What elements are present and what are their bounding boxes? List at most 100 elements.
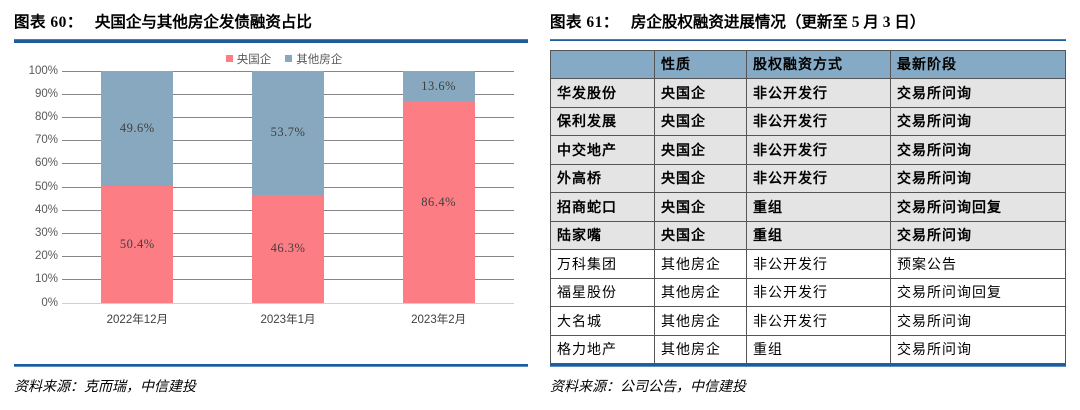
gridline-baseline [62, 302, 514, 304]
table-row[interactable]: 华发股份 央国企 非公开发行 交易所问询 [550, 78, 1066, 108]
right-figure-title: 图表 61： 房企股权融资进展情况（更新至 5 月 3 日） [550, 0, 1066, 31]
cell-type: 央国企 [654, 106, 747, 136]
cell-type: 央国企 [654, 135, 747, 165]
cell-company: 外高桥 [550, 163, 655, 193]
cell-company: 保利发展 [550, 106, 655, 136]
right-source-note: 资料来源：公司公告，中信建投 [550, 380, 746, 395]
table-row[interactable]: 招商蛇口 央国企 重组 交易所问询回复 [550, 192, 1066, 222]
cell-company: 中交地产 [550, 135, 655, 165]
stacked-bar-chart: 央国企 其他房企 100% 90% 80% 70% 60% 50% 40% 30… [14, 47, 528, 365]
legend-swatch-soe [225, 55, 233, 62]
cell-stage: 预案公告 [890, 249, 1066, 279]
y-tick-label: 70% [34, 134, 58, 147]
right-figure-title-text: 房企股权融资进展情况（更新至 5 月 3 日） [630, 14, 926, 31]
cell-company: 格力地产 [550, 334, 655, 364]
left-footer: 资料来源：克而瑞，中信建投 [14, 364, 528, 410]
bar-value-label: 50.4% [119, 236, 155, 251]
cell-method: 非公开发行 [746, 249, 891, 279]
right-title-divider [550, 38, 1066, 41]
right-footer-divider [550, 364, 1066, 367]
bar-value-label: 13.6% [421, 78, 457, 93]
chart-bars: 49.6% 50.4% 53.7% 46.3% [62, 70, 514, 303]
y-tick-label: 50% [34, 180, 58, 193]
left-footer-divider [14, 364, 528, 367]
equity-financing-table: 性质 股权融资方式 最新阶段 华发股份 央国企 非公开发行 交易所问询 保利发展… [550, 49, 1066, 365]
cell-company: 福星股份 [550, 277, 655, 307]
table-row[interactable]: 中交地产 央国企 非公开发行 交易所问询 [550, 135, 1066, 165]
right-figure-number: 图表 61： [550, 14, 619, 31]
cell-company: 万科集团 [550, 249, 655, 279]
bar-segment-soe[interactable]: 46.3% [251, 195, 324, 303]
left-source-note: 资料来源：克而瑞，中信建投 [14, 380, 196, 395]
cell-type: 其他房企 [654, 306, 747, 336]
x-axis-labels: 2022年12月 2023年1月 2023年2月 [62, 311, 514, 327]
left-figure-number: 图表 60： [14, 14, 83, 31]
cell-method: 非公开发行 [746, 306, 891, 336]
cell-type: 其他房企 [654, 277, 747, 307]
y-tick-label: 90% [34, 87, 58, 100]
table-row[interactable]: 格力地产 其他房企 重组 交易所问询 [550, 334, 1066, 364]
bar-segment-other[interactable]: 13.6% [402, 70, 475, 103]
cell-method: 重组 [746, 192, 891, 222]
left-figure-title-text: 央国企与其他房企发债融资占比 [94, 14, 312, 31]
y-tick-label: 30% [34, 226, 58, 239]
equity-financing-table-wrap: 性质 股权融资方式 最新阶段 华发股份 央国企 非公开发行 交易所问询 保利发展… [550, 41, 1066, 365]
cell-stage: 交易所问询 [890, 106, 1066, 136]
cell-type: 央国企 [654, 78, 747, 108]
left-figure-title: 图表 60： 央国企与其他房企发债融资占比 [14, 0, 528, 31]
table-row[interactable]: 万科集团 其他房企 非公开发行 预案公告 [550, 249, 1066, 279]
y-tick-label: 40% [34, 203, 58, 216]
bar-value-label: 86.4% [421, 194, 457, 209]
cell-company: 大名城 [550, 306, 655, 336]
bar-segment-soe[interactable]: 86.4% [402, 102, 475, 303]
x-tick-label: 2023年2月 [411, 313, 467, 326]
cell-stage: 交易所问询 [890, 163, 1066, 193]
y-tick-label: 20% [34, 250, 58, 263]
x-tick-label: 2023年1月 [260, 313, 316, 326]
bar-value-label: 46.3% [270, 241, 306, 256]
bar-segment-other[interactable]: 53.7% [251, 70, 324, 196]
left-figure-panel: 图表 60： 央国企与其他房企发债融资占比 央国企 其他房企 100% 90% 8… [14, 0, 528, 410]
cell-company: 招商蛇口 [550, 192, 655, 222]
bar-segment-soe[interactable]: 50.4% [101, 185, 174, 303]
cell-type: 央国企 [654, 220, 747, 250]
table-header-cell-method: 股权融资方式 [746, 49, 891, 79]
y-axis-labels: 100% 90% 80% 70% 60% 50% 40% 30% 20% 10%… [16, 65, 58, 309]
table-header-cell-type: 性质 [654, 49, 747, 79]
legend-item-other[interactable]: 其他房企 [285, 51, 342, 67]
table-row[interactable]: 保利发展 央国企 非公开发行 交易所问询 [550, 106, 1066, 136]
bar-value-label: 53.7% [270, 125, 306, 140]
cell-company: 陆家嘴 [550, 220, 655, 250]
cell-method: 重组 [746, 220, 891, 250]
left-title-divider [14, 38, 528, 43]
legend-item-soe[interactable]: 央国企 [225, 51, 272, 67]
cell-method: 非公开发行 [746, 277, 891, 307]
table-header-row: 性质 股权融资方式 最新阶段 [550, 49, 1066, 79]
bar-segment-other[interactable]: 49.6% [101, 70, 174, 186]
right-figure-panel: 图表 61： 房企股权融资进展情况（更新至 5 月 3 日） 性质 股权融资方式 … [540, 0, 1080, 410]
cell-stage: 交易所问询 [890, 78, 1066, 108]
table-row[interactable]: 福星股份 其他房企 非公开发行 交易所问询回复 [550, 277, 1066, 307]
cell-type: 其他房企 [654, 334, 747, 364]
bar-column[interactable]: 53.7% 46.3% [251, 70, 324, 303]
table-header-cell-company [550, 49, 655, 79]
table-header-cell-stage: 最新阶段 [890, 49, 1066, 79]
cell-company: 华发股份 [550, 78, 655, 108]
cell-method: 非公开发行 [746, 78, 891, 108]
bar-column[interactable]: 49.6% 50.4% [101, 70, 174, 303]
y-tick-label: 10% [34, 273, 58, 286]
legend-label-other: 其他房企 [296, 53, 343, 66]
table-row[interactable]: 大名城 其他房企 非公开发行 交易所问询 [550, 306, 1066, 336]
cell-method: 非公开发行 [746, 163, 891, 193]
bar-column[interactable]: 13.6% 86.4% [402, 70, 475, 303]
cell-type: 央国企 [654, 163, 747, 193]
legend-label-soe: 央国企 [236, 53, 272, 66]
cell-stage: 交易所问询 [890, 334, 1066, 364]
table-row[interactable]: 外高桥 央国企 非公开发行 交易所问询 [550, 163, 1066, 193]
y-tick-label: 100% [28, 64, 58, 77]
cell-stage: 交易所问询回复 [890, 277, 1066, 307]
table-row[interactable]: 陆家嘴 央国企 重组 交易所问询 [550, 220, 1066, 250]
table-head: 性质 股权融资方式 最新阶段 [550, 49, 1066, 79]
legend-swatch-other [285, 55, 293, 62]
y-tick-label: 60% [34, 157, 58, 170]
